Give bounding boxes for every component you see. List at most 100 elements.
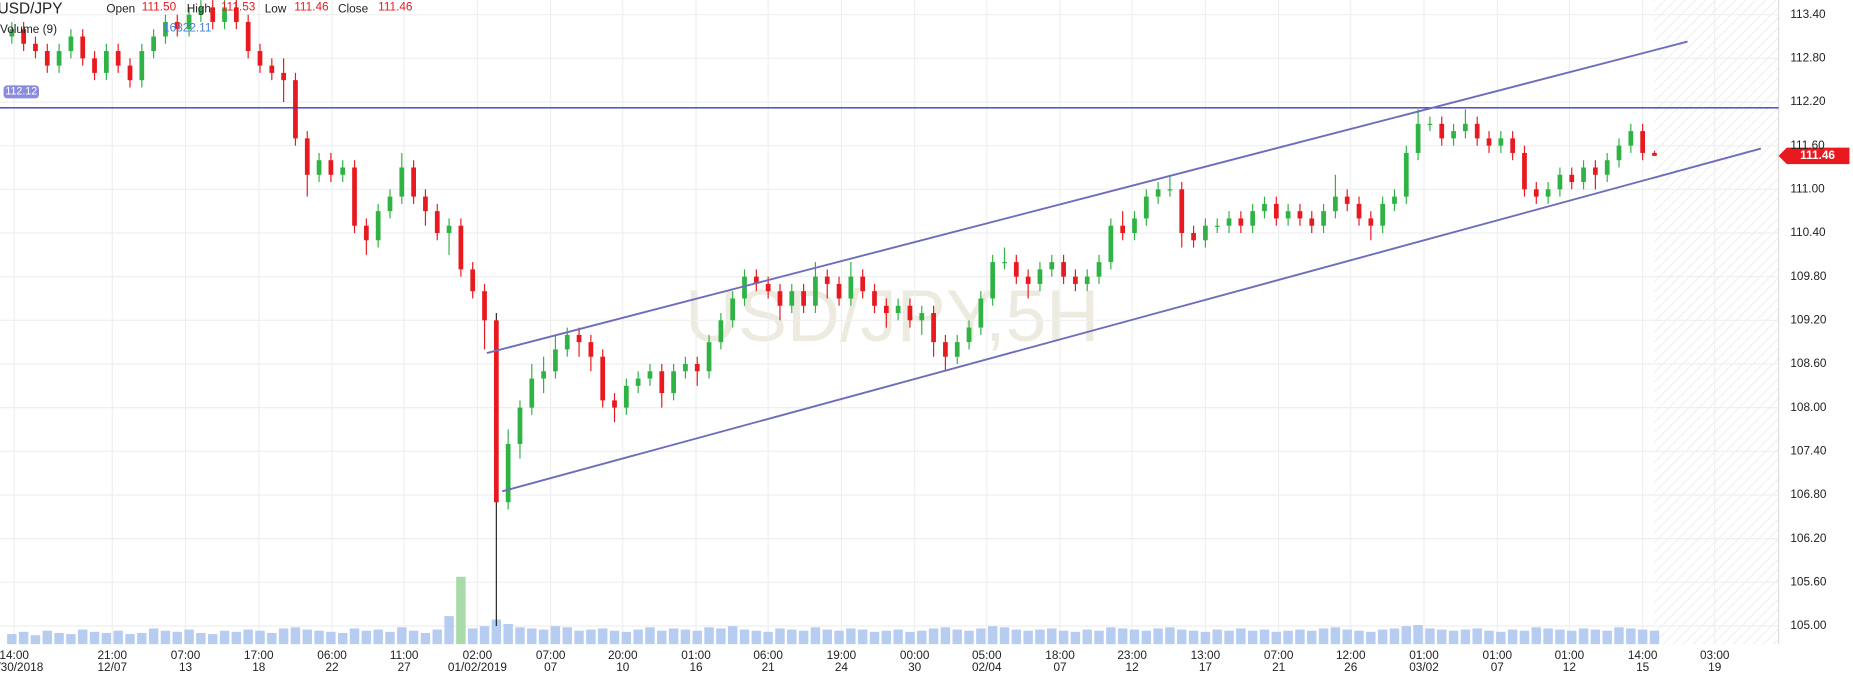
candle-body	[623, 385, 629, 408]
candle-body	[21, 29, 26, 44]
volume-bar	[54, 632, 64, 645]
candle-body	[56, 51, 62, 66]
volume-bar	[160, 630, 171, 645]
volume	[7, 576, 1660, 645]
y-tick-label: 109.20	[1790, 312, 1827, 326]
volume-bar	[917, 630, 927, 645]
volume-bar	[1082, 629, 1092, 645]
candle-body	[423, 196, 428, 212]
x-tick-date: 12	[1563, 660, 1576, 674]
candle-body	[44, 51, 50, 66]
candle-body	[1498, 138, 1504, 146]
volume-bar	[255, 630, 265, 645]
candle-body	[683, 363, 688, 372]
volume-bar	[408, 630, 419, 645]
x-tick-date: 15	[1636, 660, 1650, 674]
candle-body	[1297, 211, 1303, 219]
x-tick-label: 13:00	[1191, 648, 1221, 662]
channel-line	[501, 147, 1762, 493]
y-tick-label: 105.60	[1790, 574, 1827, 588]
volume-bar	[231, 631, 242, 645]
candle-body	[80, 36, 86, 59]
candle-body	[1415, 123, 1421, 153]
candle-body	[1581, 167, 1586, 183]
y-tick-label: 108.00	[1790, 400, 1827, 414]
x-tick-date: 27	[398, 660, 411, 674]
volume-bar	[113, 630, 123, 645]
volume-bar	[278, 628, 289, 645]
candle-body	[33, 43, 38, 52]
volume-bar	[834, 630, 844, 645]
candle-body	[588, 342, 594, 357]
x-tick-label: 23:00	[1117, 648, 1147, 662]
volume-bar	[503, 623, 513, 645]
candle-body	[9, 29, 15, 37]
hline-tag	[3, 85, 39, 99]
volume-bar	[893, 629, 903, 645]
low-value: 111.46	[294, 0, 329, 13]
candle-body	[1368, 218, 1374, 226]
x-tick-label: 18:00	[1045, 648, 1075, 662]
candle-body	[387, 196, 393, 212]
volume-bar	[657, 630, 667, 645]
channel-line	[486, 40, 1688, 354]
volume-bar	[562, 627, 572, 645]
candle-body	[978, 298, 984, 328]
future-area	[1654, 0, 1779, 645]
candle-body	[931, 313, 936, 343]
x-tick-date: 11/30/2018	[0, 660, 44, 674]
x-tick-label: 07:00	[171, 648, 201, 662]
volume-bar	[1070, 631, 1081, 645]
volume-bar	[1141, 630, 1152, 645]
candle-body	[1132, 218, 1137, 233]
x-tick-date: 12/07	[98, 660, 128, 674]
volume-bar	[1531, 627, 1542, 645]
candle-body	[1285, 211, 1291, 219]
candle-body	[671, 371, 676, 394]
volume-bar	[1578, 628, 1589, 645]
volume-bar	[798, 630, 809, 645]
candle-body	[813, 276, 818, 306]
volume-bar	[1200, 631, 1211, 645]
volume-bar	[1590, 629, 1601, 645]
x-tick-label: 05:00	[972, 648, 1002, 662]
y-tick-label: 106.80	[1790, 487, 1827, 501]
volume-bar	[1035, 629, 1045, 645]
volume-bar	[869, 631, 880, 645]
candle-body	[269, 65, 275, 73]
volume-bar	[479, 626, 490, 645]
candle-body	[1143, 196, 1149, 219]
volume-bar	[1377, 629, 1388, 645]
y-tick-label: 110.40	[1790, 225, 1826, 239]
x-tick-label: 00:00	[900, 648, 930, 662]
volume-bar	[609, 630, 620, 645]
candle-body	[352, 167, 357, 226]
candles	[9, 0, 1657, 626]
volume-bar	[397, 627, 407, 645]
volume-bar	[385, 631, 395, 645]
candle-body	[1356, 203, 1362, 219]
volume-bar	[739, 629, 750, 645]
volume-bar	[1117, 628, 1128, 645]
volume-bar	[1023, 630, 1033, 645]
volume-bar	[645, 627, 655, 645]
close-label: Close	[338, 2, 369, 16]
volume-bar	[137, 632, 147, 645]
candle-body	[789, 291, 795, 306]
volume-bar	[1094, 630, 1104, 645]
x-tick-label: 07:00	[1264, 648, 1294, 662]
hline-label: 112.12	[5, 86, 37, 98]
candle-body	[281, 72, 286, 81]
x-tick-date: 03/02	[1409, 660, 1439, 674]
volume-bar	[1129, 629, 1140, 645]
volume-bar	[881, 630, 892, 645]
volume-bar	[18, 631, 29, 645]
candle-body	[1451, 131, 1456, 139]
candle-body	[1167, 189, 1173, 191]
volume-bar	[574, 630, 584, 645]
candle-body	[635, 378, 641, 386]
x-tick-date: 07	[544, 660, 557, 674]
volume-bar	[349, 628, 360, 645]
candle-body	[1392, 196, 1397, 204]
volume-bar	[196, 632, 206, 645]
